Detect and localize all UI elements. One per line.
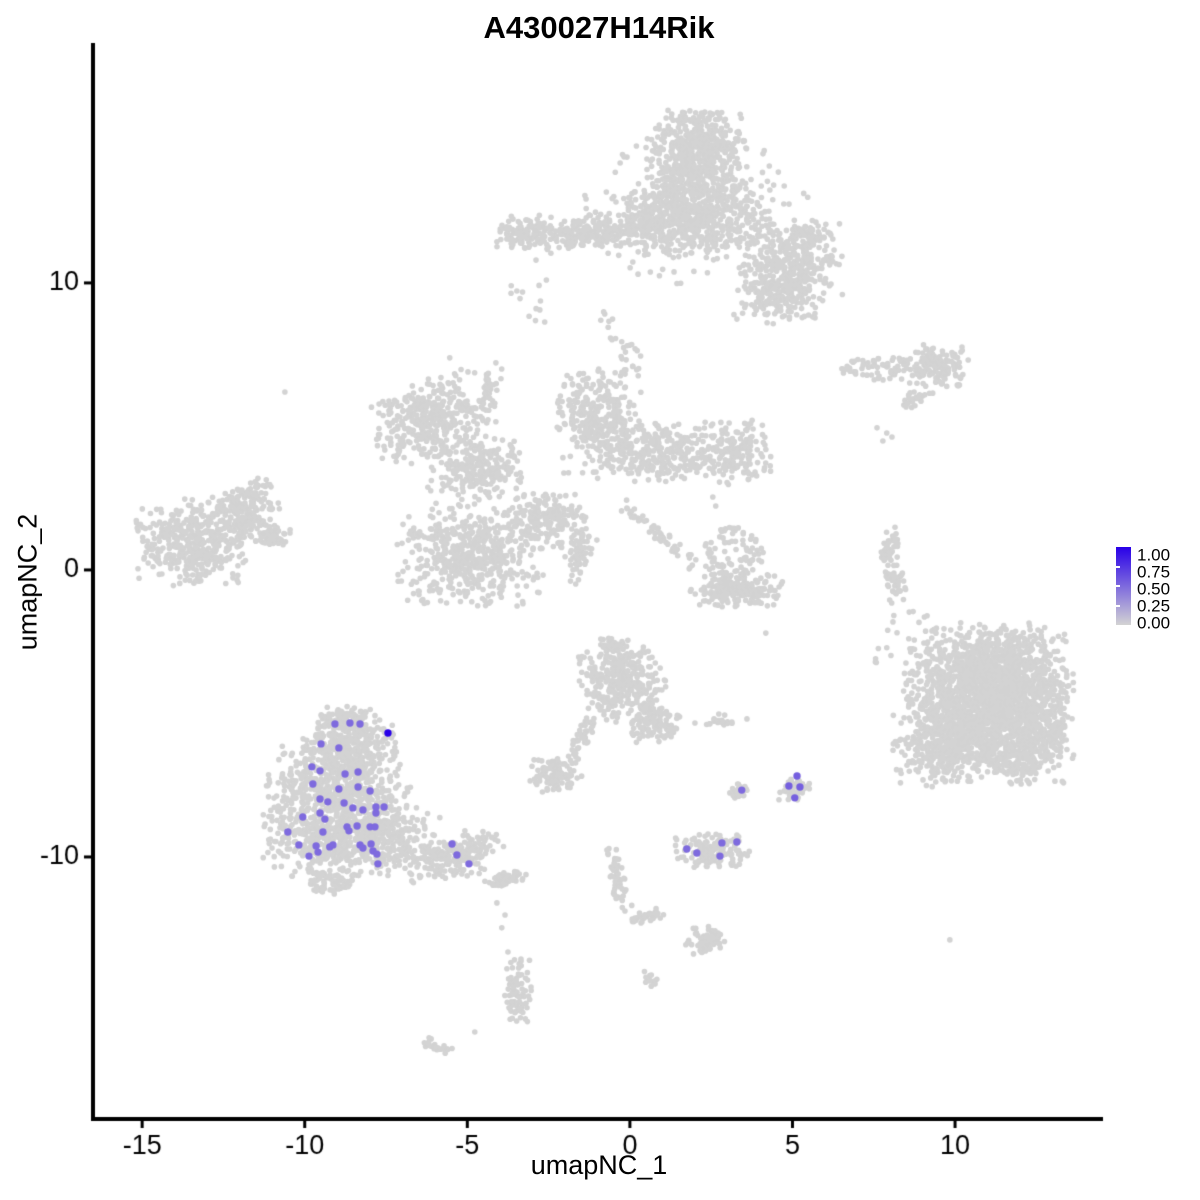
colorbar-gradient <box>1116 547 1131 625</box>
x-axis-title: umapNC_1 <box>530 1150 668 1180</box>
plot-title: A430027H14Rik <box>483 10 715 45</box>
legend-tick-label: 0.00 <box>1137 613 1171 633</box>
legend-tick-mark <box>1116 565 1120 568</box>
expression-colorbar-legend: 1.00 0.75 0.50 0.25 0.00 <box>1116 547 1200 637</box>
legend-tick-label: 1.00 <box>1137 545 1171 565</box>
legend-tick-label: 0.25 <box>1137 596 1171 616</box>
y-axis-title: umapNC_2 <box>12 513 43 651</box>
legend-tick-label: 0.75 <box>1137 562 1171 582</box>
legend-tick-mark <box>1116 604 1120 607</box>
legend-tick-mark <box>1116 585 1120 587</box>
legend-tick-label: 0.50 <box>1137 579 1171 599</box>
